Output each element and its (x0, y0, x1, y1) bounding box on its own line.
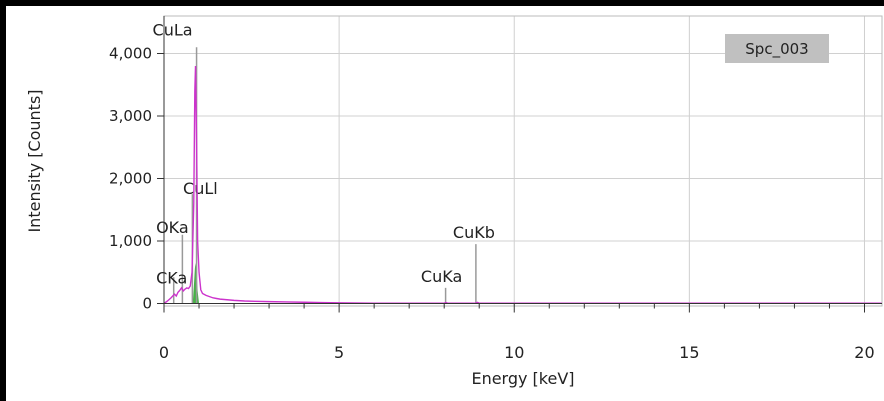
x-axis-label: Energy [keV] (471, 369, 574, 388)
spectrum-chart-panel: CuLa CuLl OKa CKa CuKb CuKa 0 5 10 15 20 0 1,000 2,0… (6, 6, 884, 401)
y-axis-label: Intensity [Counts] (25, 89, 44, 232)
x-tick-label: 10 (504, 343, 524, 362)
x-tick-label: 0 (159, 343, 169, 362)
y-tick-label: 2,000 (109, 170, 152, 188)
grid-lines (164, 16, 882, 306)
x-tick-label: 15 (679, 343, 699, 362)
legend: Spc_003 (725, 34, 829, 63)
x-tick-label: 5 (334, 343, 344, 362)
peak-label: CuLa (153, 20, 193, 39)
peak-label: CuKb (453, 223, 495, 242)
y-tick-label: 4,000 (109, 45, 152, 63)
y-tick-label: 0 (142, 295, 152, 313)
plot-area (164, 16, 882, 306)
spectrum-chart: CuLa CuLl OKa CKa CuKb CuKa 0 5 10 15 20 0 1,000 2,0… (25, 15, 883, 388)
peak-label: CuKa (421, 267, 462, 286)
peak-label: OKa (156, 218, 189, 237)
y-tick-label: 3,000 (109, 107, 152, 125)
peak-label: CuLl (183, 179, 218, 198)
peak-label: CKa (156, 268, 187, 287)
y-tick-label: 1,000 (109, 232, 152, 250)
x-tick-label: 20 (854, 343, 874, 362)
axes: 0 5 10 15 20 0 1,000 2,000 3,000 4,000 (109, 16, 882, 362)
legend-box (725, 34, 829, 63)
legend-label: Spc_003 (745, 40, 808, 59)
